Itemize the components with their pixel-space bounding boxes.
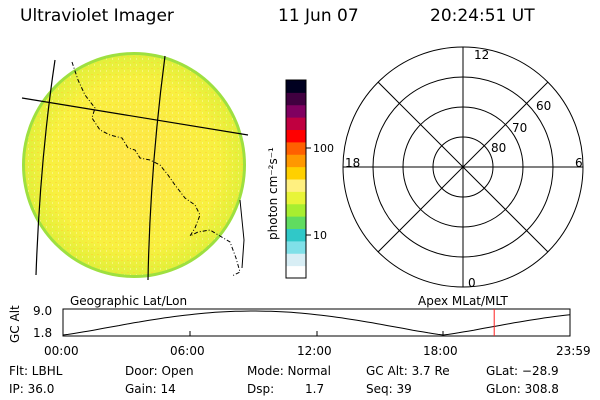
- colorbar-stripe: [286, 179, 306, 192]
- colorbar-stripes: [286, 80, 306, 279]
- coastline-east: [239, 199, 245, 269]
- x-tick-label-1200: 12:00: [297, 344, 332, 358]
- dsp-value: 1.7: [305, 382, 325, 396]
- colorbar-stripe: [286, 191, 306, 205]
- x-tick-label-0600: 06:00: [170, 344, 205, 358]
- date-label: 11 Jun 07: [278, 6, 359, 26]
- coastline: [71, 61, 241, 277]
- polar-diagonal-2: [377, 81, 549, 253]
- mlt-label-0: 0: [468, 276, 476, 290]
- instrument-title: Ultraviolet Imager: [20, 6, 174, 26]
- flt-status: Flt: LBHL: [9, 364, 63, 378]
- colorbar-stripe: [286, 104, 306, 118]
- mlt-label-12: 12: [474, 48, 489, 62]
- glon-status: GLon: 308.8: [486, 382, 559, 396]
- colorbar: 100 10 photon cm⁻²s⁻¹: [266, 79, 334, 279]
- x-tick-label-2359: 23:59: [556, 344, 591, 358]
- colorbar-stripe: [286, 203, 306, 217]
- colorbar-stripe: [286, 265, 306, 279]
- colorbar-stripe: [286, 240, 306, 254]
- altitude-ytick-bottom: 1.8: [33, 326, 53, 340]
- time-label: 20:24:51 UT: [430, 6, 535, 26]
- altitude-ytick-top: 9.0: [33, 304, 53, 318]
- mlt-label-6: 6: [575, 156, 583, 170]
- gc-alt-status: GC Alt: 3.7 Re: [366, 364, 450, 378]
- mode-status: Mode: Normal: [247, 364, 331, 378]
- seq-status: Seq: 39: [366, 382, 412, 396]
- colorbar-stripe: [286, 117, 306, 131]
- lat-label-80: 80: [491, 141, 506, 155]
- ip-status: IP: 36.0: [9, 382, 55, 396]
- x-tick-label-1800: 18:00: [423, 344, 458, 358]
- x-tick-label-0000: 00:00: [44, 344, 79, 358]
- colorbar-stripe: [286, 92, 306, 106]
- uv-globe-image: [21, 52, 249, 281]
- mlt-label-18: 18: [345, 156, 360, 170]
- colorbar-stripe: [286, 129, 306, 143]
- colorbar-stripe: [286, 216, 306, 230]
- altitude-curve: [62, 310, 571, 336]
- colorbar-stripe: [286, 228, 306, 242]
- geo-meridian-center: [147, 55, 166, 281]
- lat-label-70: 70: [512, 121, 527, 135]
- glat-status: GLat: −28.9: [486, 364, 559, 378]
- colorbar-stripe: [286, 154, 306, 168]
- apex-label: Apex MLat/MLT: [418, 294, 508, 308]
- colorbar-stripe: [286, 141, 306, 155]
- gain-status: Gain: 14: [125, 382, 176, 396]
- colorbar-label-100: 100: [313, 142, 334, 155]
- colorbar-stripe: [286, 253, 306, 267]
- door-status: Door: Open: [125, 364, 194, 378]
- colorbar-frame: [285, 79, 307, 279]
- geo-meridian-west: [35, 59, 56, 276]
- colorbar-stripe: [286, 166, 306, 180]
- globe-texture: [25, 55, 243, 275]
- lat-label-60: 60: [536, 99, 551, 113]
- geo-latitude-line: [21, 97, 249, 136]
- colorbar-unit-label: photon cm⁻²s⁻¹: [266, 147, 280, 240]
- colorbar-label-10: 10: [313, 229, 327, 242]
- dsp-label: Dsp:: [247, 382, 275, 396]
- colorbar-stripe: [286, 80, 306, 93]
- altitude-plot: [62, 308, 571, 337]
- altitude-ylabel: GC Alt: [8, 305, 22, 343]
- geographic-label: Geographic Lat/Lon: [70, 294, 188, 308]
- polar-plot: [342, 46, 584, 288]
